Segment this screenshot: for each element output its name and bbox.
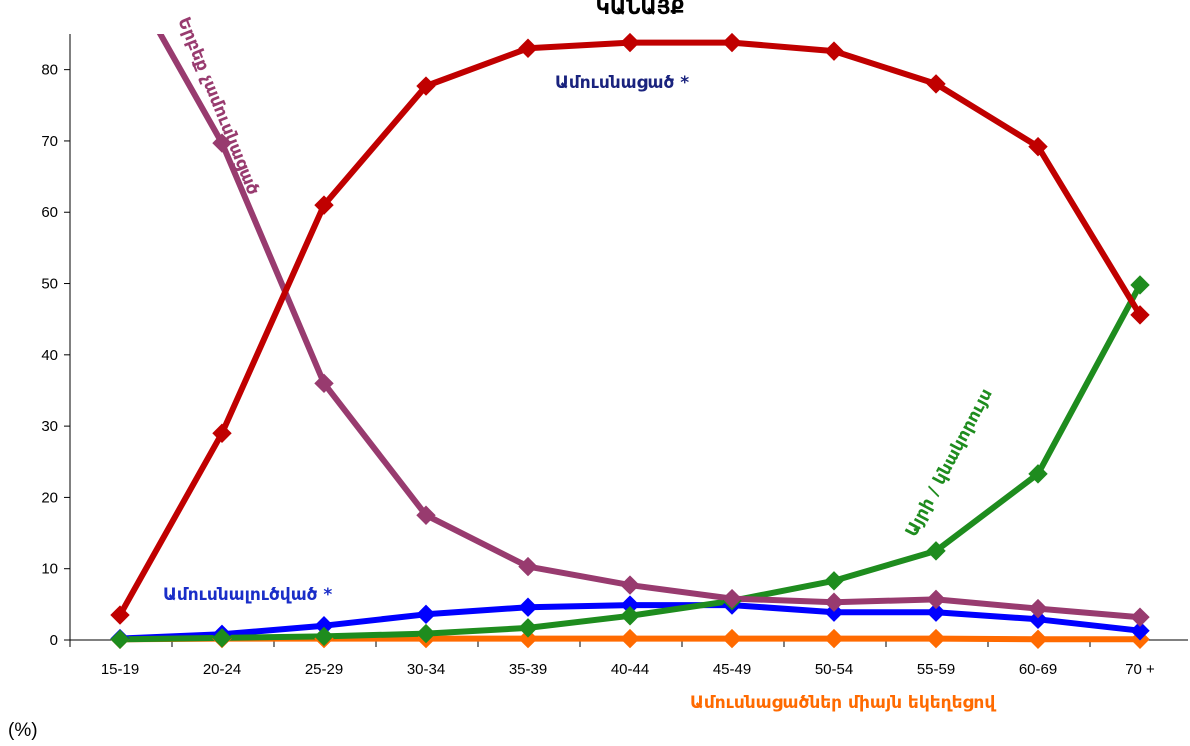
- series-1-point-10: [1130, 607, 1150, 627]
- series-0-point-1: [212, 423, 232, 443]
- series-0-point-10: [1130, 305, 1150, 325]
- series-2-point-0: [110, 629, 130, 649]
- series-0-point-6: [722, 32, 742, 53]
- x-tick-label: 70 +: [1125, 661, 1155, 678]
- series-2-point-8: [926, 541, 946, 561]
- x-tick-label: 30-34: [407, 661, 445, 678]
- series-2-point-4: [518, 618, 538, 638]
- series-3-point-7: [824, 602, 844, 622]
- series-0-point-0: [110, 605, 130, 625]
- series-1-point-4: [518, 556, 538, 577]
- series-1-point-9: [1028, 598, 1048, 619]
- x-tick-label: 35-39: [509, 661, 547, 678]
- y-unit-label: (%): [8, 720, 38, 741]
- series-2-point-5: [620, 606, 640, 626]
- y-tick-label: 30: [41, 418, 58, 435]
- series-0-point-7: [824, 41, 844, 61]
- series-0-point-2: [314, 195, 334, 215]
- series-line-0: [117, 39, 1143, 618]
- series-2-point-10: [1130, 275, 1150, 295]
- series-label-divorced: Ամուսնալուծված *: [163, 585, 332, 605]
- series-1-point-7: [824, 592, 844, 612]
- series-4-point-5: [620, 628, 640, 649]
- y-tick-label: 70: [41, 133, 58, 150]
- series-1-point-6: [722, 588, 742, 609]
- series-1-point-3: [416, 505, 436, 525]
- series-1-point-5: [620, 575, 640, 595]
- x-tick-label: 60-69: [1019, 661, 1057, 678]
- series-4-point-9: [1028, 629, 1048, 649]
- x-tick-label: 45-49: [713, 661, 751, 678]
- x-tick-label: 15-19: [101, 661, 139, 678]
- x-tick-label: 40-44: [611, 661, 649, 678]
- x-tick-label: 20-24: [203, 661, 241, 678]
- series-4-point-7: [824, 628, 844, 649]
- series-0-point-4: [518, 38, 538, 58]
- x-tick-label: 25-29: [305, 661, 343, 678]
- x-tick-label: 50-54: [815, 661, 853, 678]
- series-4-point-4: [518, 628, 538, 649]
- series-0-point-3: [416, 76, 436, 96]
- series-3-point-8: [926, 602, 946, 622]
- series-2-point-3: [416, 623, 436, 644]
- series-2-point-2: [314, 626, 334, 647]
- y-tick-label: 80: [41, 62, 58, 79]
- y-tick-label: 20: [41, 489, 58, 506]
- series-markers: [110, 32, 1150, 649]
- series-1-point-2: [314, 373, 334, 394]
- series-0-point-9: [1028, 136, 1048, 157]
- series-lines: [117, 34, 1143, 643]
- series-2-point-9: [1028, 464, 1048, 484]
- y-tick-label: 40: [41, 347, 58, 364]
- series-4-point-8: [926, 628, 946, 649]
- series-4-point-6: [722, 628, 742, 649]
- series-label-married: Ամուսնացած *: [555, 73, 689, 93]
- x-axis-ticks: 15-19 20-24 25-29 30-34 35-39 40-44 45-49 50-54…: [69, 640, 1155, 678]
- series-3-point-9: [1028, 609, 1048, 630]
- y-tick-label: 50: [41, 276, 58, 293]
- series-3-point-10: [1130, 621, 1150, 641]
- series-1-point-8: [926, 589, 946, 610]
- series-2-point-7: [824, 571, 844, 591]
- series-label-never-married: Երբեք չամուսնացած: [173, 14, 263, 198]
- series-2-point-1: [212, 628, 232, 648]
- y-tick-label: 0: [50, 632, 58, 649]
- chart-title: ԿԱՆԱՅՔ: [596, 0, 685, 19]
- y-tick-label: 10: [41, 561, 58, 578]
- axes: [69, 34, 1188, 641]
- series-0-point-8: [926, 74, 946, 94]
- series-3-point-4: [518, 597, 538, 617]
- series-label-church-only: Ամուսնացածներ միայն եկեղեցով: [690, 693, 996, 713]
- series-1-point-1: [212, 133, 232, 153]
- series-0-point-5: [620, 32, 640, 53]
- series-3-point-3: [416, 604, 436, 625]
- y-axis-ticks: 0 10 20 30 40 50 60 70 80: [41, 62, 70, 649]
- y-tick-label: 60: [41, 204, 58, 221]
- x-tick-label: 55-59: [917, 661, 955, 678]
